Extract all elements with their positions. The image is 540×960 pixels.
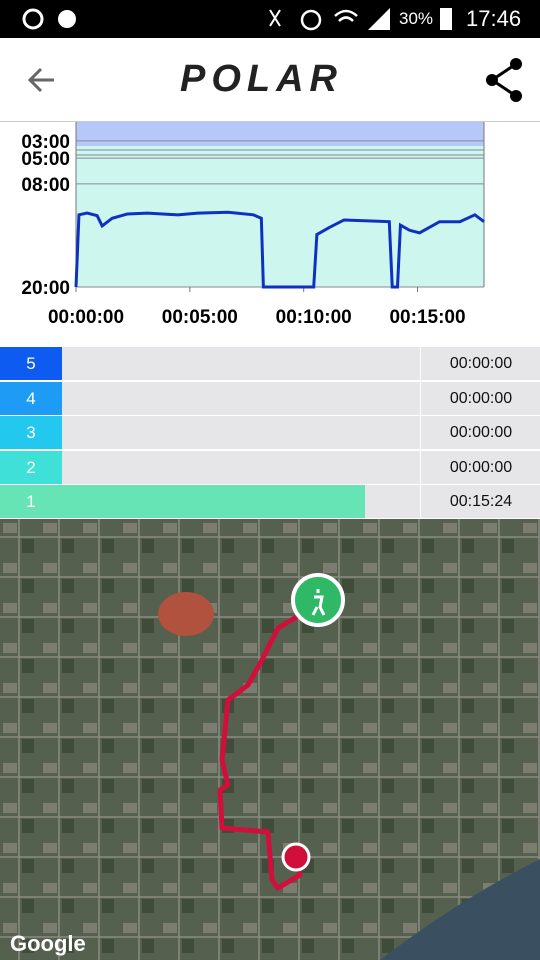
end-marker — [281, 842, 311, 872]
x-tick-label: 00:05:00 — [162, 307, 238, 328]
walk-icon — [311, 589, 326, 616]
zone-row: 1 00:15:24 — [0, 485, 540, 518]
app-bar: POLAR — [0, 38, 540, 122]
status-icons — [22, 8, 452, 31]
bluetooth-icon — [269, 9, 281, 27]
zone-number: 4 — [0, 381, 62, 415]
y-tick-label: 03:00 — [21, 132, 70, 153]
satellite-imagery — [0, 519, 540, 960]
battery-icon — [440, 8, 452, 30]
wifi-icon — [334, 9, 358, 22]
signal-icon — [368, 8, 390, 30]
zone-time: 00:00:00 — [420, 416, 540, 449]
zone-time: 00:00:00 — [420, 450, 540, 484]
track-field — [158, 592, 214, 636]
zone-bar — [62, 485, 365, 518]
zone-time: 00:00:00 — [420, 381, 540, 415]
alert-icon — [58, 10, 76, 28]
y-tick-label: 08:00 — [21, 175, 70, 196]
zone-band — [76, 122, 484, 146]
zone-row: 4 00:00:00 — [0, 381, 540, 415]
share-button[interactable] — [486, 58, 522, 102]
status-bar: 30% 17:46 — [0, 0, 540, 38]
zone-number: 5 — [0, 347, 62, 380]
zone-number: 3 — [0, 416, 62, 449]
y-tick-label: 05:00 — [21, 149, 70, 170]
x-tick-label: 00:00:00 — [48, 307, 124, 328]
zone-number: 2 — [0, 450, 62, 484]
map[interactable]: Google — [0, 519, 540, 960]
logo: POLAR — [180, 58, 343, 100]
clock: 17:46 — [466, 6, 522, 31]
map-attribution: Google — [10, 931, 86, 956]
y-tick-label: 20:00 — [21, 278, 70, 299]
x-tick-label: 00:15:00 — [389, 307, 465, 328]
plot-background — [76, 122, 484, 287]
app-bar-icons[interactable] — [0, 38, 540, 122]
zone-time: 00:00:00 — [420, 347, 540, 380]
zone-row: 5 00:00:00 — [0, 347, 540, 380]
battery-text: 30% — [399, 9, 434, 28]
back-button[interactable] — [27, 67, 54, 93]
zone-row: 3 00:00:00 — [0, 416, 540, 449]
zone-number: 1 — [0, 485, 62, 518]
x-tick-label: 00:10:00 — [276, 307, 352, 328]
zone-row: 2 00:00:00 — [0, 450, 540, 484]
alarm-icon — [300, 9, 322, 31]
start-marker — [291, 573, 345, 627]
route — [217, 612, 303, 891]
sync-icon — [22, 8, 44, 30]
pace-line — [74, 210, 485, 289]
river — [380, 859, 540, 960]
zone-time: 00:15:24 — [420, 485, 540, 518]
